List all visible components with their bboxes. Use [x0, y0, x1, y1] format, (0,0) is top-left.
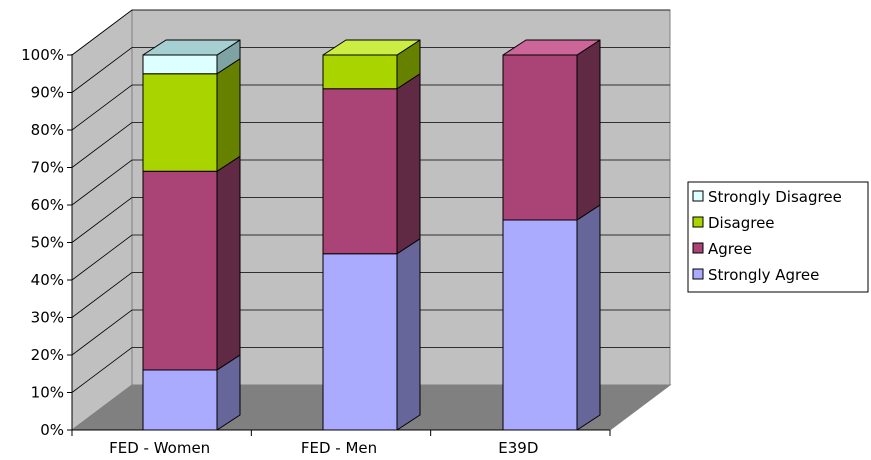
gridline [71, 309, 670, 356]
gridline [71, 197, 670, 243]
gridline [71, 122, 670, 168]
legend-box [687, 181, 869, 293]
x-tick-label: FED - Men [301, 439, 377, 457]
bar-strongly-agree-side [576, 204, 601, 431]
y-tick-label: 90% [31, 84, 64, 102]
gridline [71, 272, 670, 318]
bar-agree [142, 170, 218, 371]
legend-label: Strongly Disagree [708, 188, 842, 206]
legend-swatch [692, 216, 704, 228]
y-tick-label: 50% [31, 234, 64, 252]
axes [71, 54, 610, 433]
bar-disagree [322, 54, 398, 90]
y-axis-ticks: 0% 10% 20% 30% 40% 50% 60% 70% 80% 90% 100% [21, 46, 72, 439]
gridline [71, 84, 670, 131]
x-tick-label: FED - Women [109, 439, 210, 457]
y-tick-label: 60% [31, 196, 64, 214]
bar-agree-side [396, 73, 421, 255]
gridline [71, 9, 670, 56]
x-axis-ticks: FED - Women FED - Men E39D [71, 430, 611, 457]
bar-agree-side [216, 155, 241, 371]
bar-disagree [142, 73, 218, 172]
legend-label: Agree [708, 240, 752, 258]
legend-swatch [692, 242, 704, 254]
bar-disagree-side [216, 58, 241, 172]
bar-top-face [322, 39, 421, 56]
bar-top-face [502, 39, 601, 56]
gridline [71, 347, 670, 393]
bars [142, 39, 601, 431]
legend-label: Disagree [708, 214, 775, 232]
gridline [71, 159, 670, 206]
bar-agree-side [576, 39, 601, 221]
y-tick-label: 40% [31, 271, 64, 289]
bar-strongly-agree [502, 219, 578, 431]
legend-swatch [692, 268, 704, 280]
y-tick-label: 0% [40, 421, 64, 439]
x-tick-label: E39D [498, 439, 538, 457]
gridline [71, 234, 670, 281]
y-tick-label: 100% [21, 46, 64, 64]
bar-strongly-agree [322, 253, 398, 431]
legend-swatch [692, 190, 704, 202]
y-tick-label: 20% [31, 346, 64, 364]
legend: Strongly Disagree Disagree Agree Strongly A… [687, 181, 869, 293]
bar-strongly-disagree [142, 54, 218, 75]
gridline [71, 47, 670, 93]
y-tick-label: 70% [31, 159, 64, 177]
bar-agree [322, 88, 398, 255]
y-tick-label: 10% [31, 384, 64, 402]
bar-strongly-agree-side [396, 238, 421, 431]
y-tick-label: 30% [31, 309, 64, 327]
legend-label: Strongly Agree [708, 266, 819, 284]
y-tick-label: 80% [31, 121, 64, 139]
bar-top-face [142, 39, 241, 56]
bar-agree [502, 54, 578, 221]
gridlines [71, 9, 670, 393]
bar-strongly-agree [142, 369, 218, 431]
